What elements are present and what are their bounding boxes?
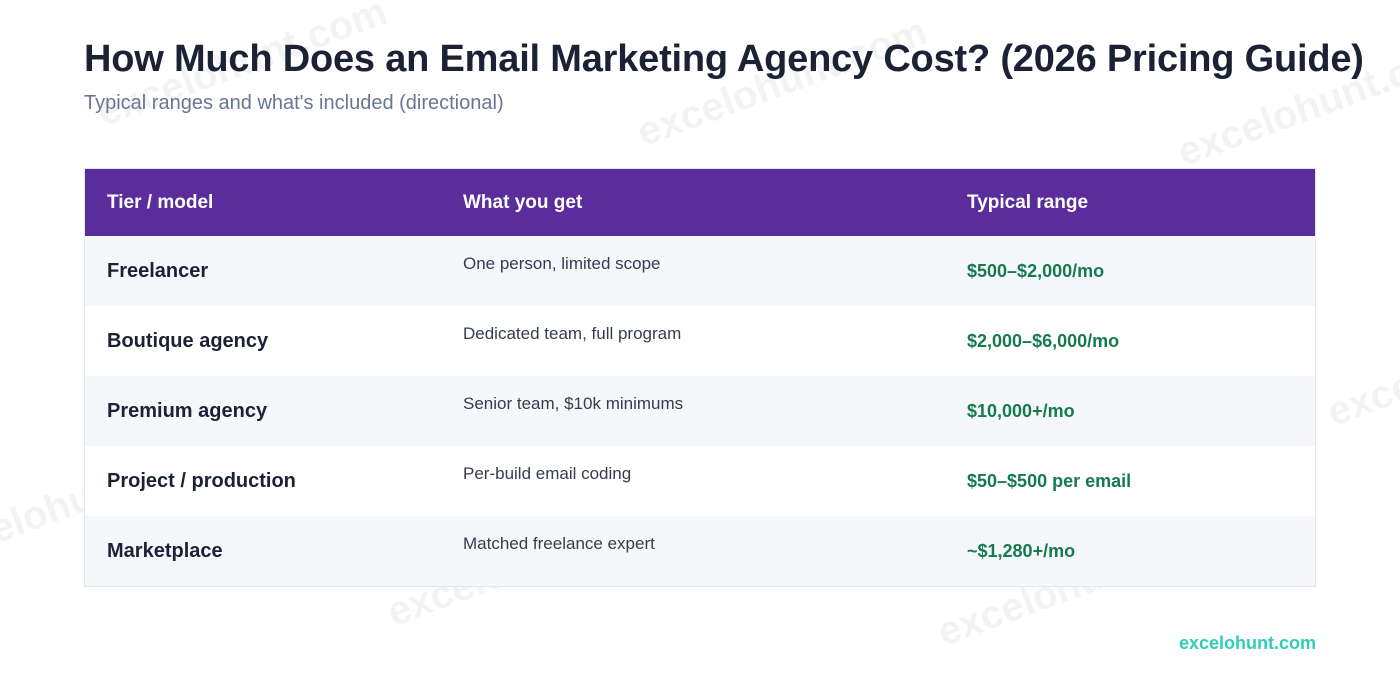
range-cell: $50–$500 per email [967, 470, 1132, 491]
tier-cell: Boutique agency [107, 329, 269, 352]
table-row: Freelancer One person, limited scope $50… [85, 236, 1315, 306]
page-subtitle: Typical ranges and what's included (dire… [84, 92, 504, 114]
table-row: Premium agency Senior team, $10k minimum… [85, 376, 1315, 446]
tier-cell: Premium agency [107, 399, 268, 422]
table-row: Project / production Per-build email cod… [85, 446, 1315, 516]
watermark: excelohunt.com [1321, 289, 1400, 435]
tier-cell: Marketplace [107, 539, 223, 562]
column-header-range: Typical range [967, 191, 1089, 213]
includes-cell: Matched freelance expert [463, 534, 655, 553]
includes-cell: Per-build email coding [463, 464, 632, 483]
pricing-table: Tier / model What you get Typical range … [84, 168, 1316, 587]
table-header-row: Tier / model What you get Typical range [85, 169, 1315, 236]
column-header-includes: What you get [463, 191, 583, 213]
includes-cell: Senior team, $10k minimums [463, 394, 684, 413]
includes-cell: One person, limited scope [463, 254, 661, 273]
range-cell: ~$1,280+/mo [967, 540, 1076, 561]
page-title: How Much Does an Email Marketing Agency … [84, 38, 1364, 80]
watermark: excelohunt.com [631, 9, 933, 155]
range-cell: $2,000–$6,000/mo [967, 330, 1120, 351]
table-row: Marketplace Matched freelance expert ~$1… [85, 516, 1315, 586]
range-cell: $10,000+/mo [967, 400, 1075, 421]
tier-cell: Project / production [107, 469, 296, 492]
brand-footer: excelohunt.com [1178, 633, 1316, 653]
range-cell: $500–$2,000/mo [967, 260, 1105, 281]
column-header-tier: Tier / model [107, 191, 214, 213]
table-row: Boutique agency Dedicated team, full pro… [85, 306, 1315, 376]
includes-cell: Dedicated team, full program [463, 324, 682, 343]
tier-cell: Freelancer [107, 259, 209, 282]
table-body: Freelancer One person, limited scope $50… [85, 236, 1315, 586]
